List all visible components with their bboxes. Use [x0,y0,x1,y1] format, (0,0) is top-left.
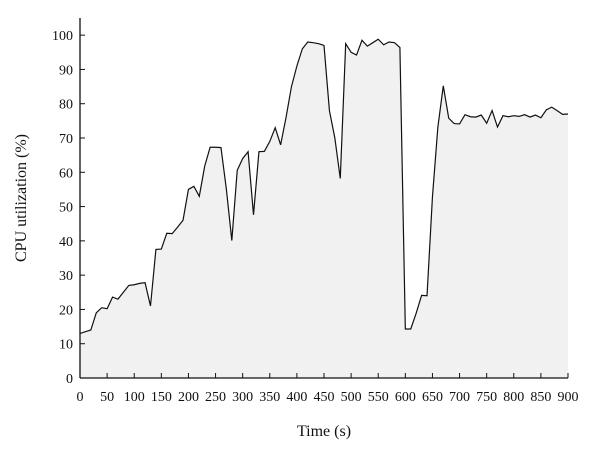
x-tick-label: 350 [259,390,280,405]
x-tick-label: 550 [368,390,389,405]
x-tick-label: 650 [422,390,443,405]
plot-area: 0 50 100 150 200 250 300 350 400 450 500 550 600 650 7… [52,18,579,405]
y-tick-label: 10 [59,338,73,353]
y-tick-label: 50 [59,201,73,216]
y-tick-label: 100 [52,29,73,44]
x-tick-label: 300 [232,390,253,405]
x-tick-label: 700 [449,390,470,405]
x-tick-label: 900 [558,390,579,405]
x-tick-label: 100 [124,390,145,405]
x-tick-label: 800 [503,390,524,405]
x-tick-label: 850 [530,390,551,405]
y-tick-label: 90 [59,63,73,78]
x-tick-label: 150 [151,390,172,405]
x-tick-label: 500 [341,390,362,405]
x-tick-label: 50 [100,390,114,405]
x-tick-label: 450 [314,390,335,405]
x-tick-label: 0 [77,390,84,405]
y-tick-label: 80 [59,98,73,113]
x-axis-title: Time (s) [297,423,351,440]
x-tick-label: 200 [178,390,199,405]
x-tick-label: 250 [205,390,226,405]
series-area-fill [80,39,568,378]
y-tick-label: 30 [59,269,73,284]
y-tick-label: 60 [59,166,73,181]
y-tick-label: 70 [59,132,73,147]
y-tick-label: 0 [66,372,73,387]
x-tick-label: 400 [286,390,307,405]
y-tick-label: 20 [59,303,73,318]
y-tick-label: 40 [59,235,73,250]
series-line [79,38,569,335]
x-tick-label: 750 [476,390,497,405]
x-tick-label: 600 [395,390,416,405]
y-axis-title: CPU utilization (%) [13,134,30,262]
